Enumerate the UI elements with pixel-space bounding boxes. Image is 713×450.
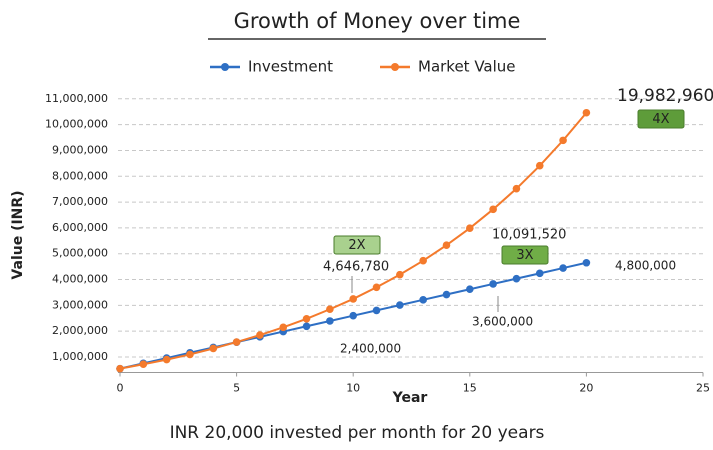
annotation: 3,600,000 <box>472 315 533 329</box>
data-point <box>442 290 451 299</box>
data-point <box>116 364 124 373</box>
data-point <box>582 108 591 117</box>
data-point <box>559 136 567 145</box>
y-tick-label: 8,000,000 <box>52 169 108 182</box>
data-point <box>489 280 497 288</box>
data-point <box>535 161 544 170</box>
legend-marker <box>391 63 399 71</box>
data-point <box>396 301 404 309</box>
annotation: 4,800,000 <box>615 259 676 273</box>
data-point <box>372 306 381 315</box>
y-tick-label: 9,000,000 <box>52 143 108 156</box>
y-tick-label: 6,000,000 <box>52 221 108 234</box>
y-tick-label: 1,000,000 <box>52 350 108 363</box>
data-point <box>372 283 381 292</box>
badge-label: 3X <box>516 248 533 263</box>
chart-subtitle: INR 20,000 invested per month for 20 yea… <box>170 423 545 443</box>
data-point <box>466 224 474 232</box>
x-tick-label: 25 <box>696 382 710 395</box>
badge <box>333 235 381 255</box>
badge <box>501 245 549 265</box>
x-tick-label: 0 <box>117 382 124 395</box>
data-point <box>512 274 521 283</box>
annotation: 10,091,520 <box>492 228 566 243</box>
x-tick-label: 20 <box>579 382 593 395</box>
badge-label: 4X <box>652 112 669 127</box>
x-tick-label: 5 <box>233 382 240 395</box>
data-point <box>256 331 264 339</box>
y-tick-label: 5,000,000 <box>52 247 108 260</box>
legend-marker <box>221 63 229 71</box>
y-tick-label: 7,000,000 <box>52 195 108 208</box>
y-tick-label: 10,000,000 <box>45 118 108 131</box>
data-point <box>559 264 567 272</box>
data-point <box>279 323 288 332</box>
data-point <box>186 350 194 359</box>
data-point <box>512 184 521 193</box>
badge-label: 2X <box>348 238 365 253</box>
x-axis-label: Year <box>392 390 428 406</box>
data-point <box>162 355 171 364</box>
y-tick-label: 4,000,000 <box>52 273 108 286</box>
data-point <box>326 305 334 314</box>
x-tick-label: 15 <box>463 382 477 395</box>
data-point <box>535 269 544 278</box>
x-tick-label: 10 <box>346 382 360 395</box>
y-tick-label: 11,000,000 <box>45 92 108 105</box>
data-point <box>466 285 474 294</box>
legend-label: Investment <box>248 58 333 76</box>
annotation: 19,982,960 <box>617 86 713 106</box>
data-point <box>419 296 427 304</box>
data-point <box>302 314 311 323</box>
y-tick-label: 3,000,000 <box>52 298 108 311</box>
data-point <box>232 338 241 346</box>
data-point <box>326 317 334 325</box>
data-point <box>419 256 427 265</box>
data-point <box>302 322 311 331</box>
data-point <box>139 360 148 369</box>
annotation: 2,400,000 <box>340 342 401 356</box>
annotation: 4,646,780 <box>323 260 389 275</box>
data-point <box>349 295 358 303</box>
badge <box>637 109 685 129</box>
legend-label: Market Value <box>418 58 516 76</box>
data-point <box>489 205 497 214</box>
data-point <box>396 270 404 279</box>
chart-title: Growth of Money over time <box>234 9 521 33</box>
y-tick-label: 2,000,000 <box>52 324 108 337</box>
y-axis-label: Value (INR) <box>10 190 26 279</box>
data-point <box>209 344 218 353</box>
data-point <box>349 311 358 320</box>
data-point <box>442 241 451 250</box>
data-point <box>582 258 591 267</box>
